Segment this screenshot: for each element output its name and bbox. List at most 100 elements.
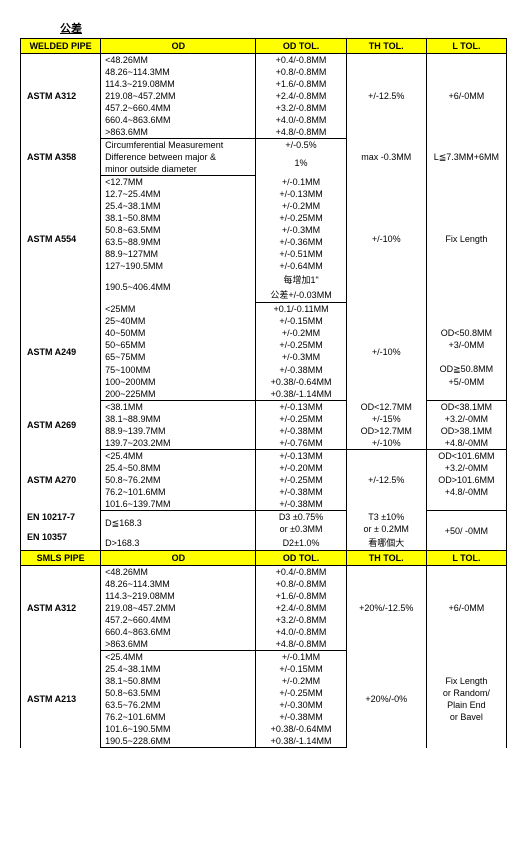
odtol-cell: +/-0.38MM [256, 425, 346, 437]
odtol-cell: +/-0.38MM [256, 498, 346, 511]
header-row-2: SMLS PIPE OD OD TOL. TH TOL. L TOL. [21, 551, 507, 566]
odtol-cell: +/-0.15MM [256, 315, 346, 327]
thtol-cell: +20%/-0% [346, 651, 426, 748]
od-cell: 50~65MM [101, 339, 256, 351]
ltol-cell [426, 303, 506, 328]
ltol-cell: OD>38.1MM [426, 425, 506, 437]
odtol-cell: +4.8/-0.8MM [256, 126, 346, 139]
th-ltol: L TOL. [426, 551, 506, 566]
od-cell: 25.4~50.8MM [101, 462, 256, 474]
ltol-cell: +6/-0MM [426, 54, 506, 139]
odtol-cell: +0.38/-1.14MM [256, 388, 346, 401]
th-spec: SMLS PIPE [21, 551, 101, 566]
ltol-cell [426, 723, 506, 748]
odtol-cell: +/-0.3MM [256, 351, 346, 363]
od-cell: Difference between major & [101, 151, 256, 163]
header-row-1: WELDED PIPE OD OD TOL. TH TOL. L TOL. [21, 39, 507, 54]
spec-cell: EN 10217-7 [21, 511, 101, 524]
odtol-cell: +0.38/-1.14MM [256, 735, 346, 748]
thtol-cell: 看哪個大 [346, 535, 426, 551]
ltol-cell: +3/-0MM [426, 339, 506, 351]
od-cell: 75~100MM [101, 363, 256, 376]
od-cell: Circumferential Measurement [101, 139, 256, 152]
od-cell: <48.26MM [101, 54, 256, 67]
od-cell: 12.7~25.4MM [101, 188, 256, 200]
od-cell: 38.1~88.9MM [101, 413, 256, 425]
ltol-cell: OD≧50.8MM [426, 363, 506, 376]
spec-cell: ASTM A554 [21, 176, 101, 303]
ltol-cell: L≦7.3MM+6MM [426, 139, 506, 176]
odtol-cell: +/-0.5% [256, 139, 346, 152]
odtol-cell: +1.6/-0.8MM [256, 78, 346, 90]
tolerance-table: WELDED PIPE OD OD TOL. TH TOL. L TOL. AS… [20, 38, 507, 748]
odtol-cell: +/-0.13MM [256, 401, 346, 414]
th-thtol: TH TOL. [346, 39, 426, 54]
odtol-cell: +/-0.64MM [256, 260, 346, 272]
od-cell: 76.2~101.6MM [101, 711, 256, 723]
odtol-cell: +4.0/-0.8MM [256, 626, 346, 638]
odtol-cell: D2±1.0% [256, 535, 346, 551]
odtol-cell: +/-0.25MM [256, 474, 346, 486]
od-cell: <25MM [101, 303, 256, 316]
odtol-cell: +/-0.38MM [256, 486, 346, 498]
od-cell: D>168.3 [101, 535, 256, 551]
odtol-cell: 1% [256, 151, 346, 176]
od-cell: D≦168.3 [101, 511, 256, 536]
od-cell: 139.7~203.2MM [101, 437, 256, 450]
ltol-cell: +6/-0MM [426, 566, 506, 651]
spec-cell: ASTM A213 [21, 651, 101, 748]
odtol-cell: +/-0.25MM [256, 413, 346, 425]
spec-cell: ASTM A270 [21, 450, 101, 511]
ltol-cell: or Random/ [426, 687, 506, 699]
od-cell: 114.3~219.08MM [101, 78, 256, 90]
odtol-cell: +/-0.20MM [256, 462, 346, 474]
odtol-cell: +/-0.25MM [256, 212, 346, 224]
odtol-cell: 每增加1" [256, 272, 346, 287]
odtol-cell: +/-0.25MM [256, 687, 346, 699]
odtol-cell: +0.38/-0.64MM [256, 723, 346, 735]
odtol-cell: +/-0.38MM [256, 711, 346, 723]
thtol-cell: +/-12.5% [346, 54, 426, 139]
th-od: OD [101, 39, 256, 54]
od-cell: 660.4~863.6MM [101, 626, 256, 638]
ltol-cell [426, 351, 506, 363]
thtol-cell: +/-10% [346, 176, 426, 303]
odtol-cell: +/-0.25MM [256, 339, 346, 351]
thtol-cell: +/-15% [346, 413, 426, 425]
ltol-cell: +3.2/-0MM [426, 462, 506, 474]
od-cell: 25.4~38.1MM [101, 663, 256, 675]
od-cell: 25.4~38.1MM [101, 200, 256, 212]
od-cell: 50.8~76.2MM [101, 474, 256, 486]
odtol-cell: +0.4/-0.8MM [256, 566, 346, 579]
od-cell: 38.1~50.8MM [101, 675, 256, 687]
odtol-cell: +/-0.2MM [256, 675, 346, 687]
ltol-cell: Fix Length [426, 176, 506, 303]
od-cell: 48.26~114.3MM [101, 66, 256, 78]
odtol-cell: +0.38/-0.64MM [256, 376, 346, 388]
od-cell: <12.7MM [101, 176, 256, 189]
odtol-cell: +0.8/-0.8MM [256, 578, 346, 590]
thtol-cell: +20%/-12.5% [346, 566, 426, 651]
odtol-cell: +2.4/-0.8MM [256, 602, 346, 614]
od-cell: 127~190.5MM [101, 260, 256, 272]
odtol-cell: +/-0.76MM [256, 437, 346, 450]
ltol-cell: Plain End [426, 699, 506, 711]
od-cell: 76.2~101.6MM [101, 486, 256, 498]
od-cell: 88.9~139.7MM [101, 425, 256, 437]
th-ltol: L TOL. [426, 39, 506, 54]
thtol-cell: OD<12.7MM [346, 401, 426, 414]
ltol-cell: +50/ -0MM [426, 511, 506, 551]
th-spec: WELDED PIPE [21, 39, 101, 54]
odtol-cell: +4.8/-0.8MM [256, 638, 346, 651]
ltol-cell: +3.2/-0MM [426, 413, 506, 425]
od-cell: 50.8~63.5MM [101, 224, 256, 236]
odtol-cell: or ±0.3MM [256, 523, 346, 535]
od-cell: 38.1~50.8MM [101, 212, 256, 224]
odtol-cell: +/-0.30MM [256, 699, 346, 711]
odtol-cell: +/-0.51MM [256, 248, 346, 260]
od-cell: 660.4~863.6MM [101, 114, 256, 126]
od-cell: 65~75MM [101, 351, 256, 363]
od-cell: 101.6~139.7MM [101, 498, 256, 511]
odtol-cell: +/-0.36MM [256, 236, 346, 248]
odtol-cell: +/-0.15MM [256, 663, 346, 675]
